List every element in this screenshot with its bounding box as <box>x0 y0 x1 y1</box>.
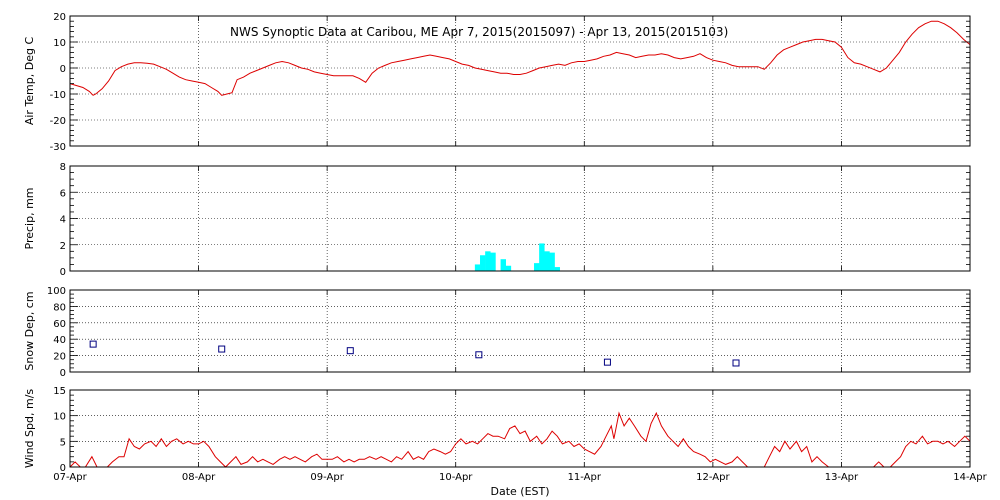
precip-bar <box>480 255 486 271</box>
snow-depth-point <box>89 340 97 348</box>
wind-speed-ytick-label: 10 <box>53 412 66 423</box>
x-tick-label: 11-Apr <box>568 472 602 483</box>
snow-depth-ytick-label: 100 <box>47 286 66 297</box>
x-tick-label: 10-Apr <box>439 472 473 483</box>
x-tick-label: 09-Apr <box>310 472 344 483</box>
precip-bar <box>485 251 491 271</box>
air-temp-ytick-label: 20 <box>53 12 66 23</box>
air-temp-ytick-label: 10 <box>53 38 66 49</box>
snow-depth-ytick-label: 60 <box>53 319 66 330</box>
precip-ytick-label: 8 <box>60 162 66 173</box>
snow-depth-point <box>475 351 483 359</box>
x-tick-label: 14-Apr <box>953 472 987 483</box>
wind-speed-ytick-label: 5 <box>60 437 66 448</box>
chart-title: NWS Synoptic Data at Caribou, ME Apr 7, … <box>230 25 728 39</box>
air-temp-ytick-label: -30 <box>50 142 66 153</box>
air-temp-frame <box>69 15 971 147</box>
snow-depth-panel: 0 20 40 60 80 100 Snow Dep, cm <box>23 286 971 379</box>
precip-ytick-label: 4 <box>60 215 66 226</box>
x-tick-label: 08-Apr <box>182 472 216 483</box>
precip-bar <box>544 251 550 271</box>
snow-depth-point <box>346 347 354 355</box>
precip-bar <box>490 252 496 271</box>
precip-bar <box>549 252 555 271</box>
snow-depth-frame <box>69 289 971 373</box>
snow-depth-y-axis-title: Snow Dep, cm <box>23 291 36 370</box>
precip-bar <box>554 267 560 271</box>
snow-depth-point <box>218 345 226 353</box>
air-temp-ytick-label: -20 <box>50 116 66 127</box>
snow-depth-ytick-label: 40 <box>53 335 66 346</box>
precip-ytick-label: 6 <box>60 188 66 199</box>
wind-speed-panel: 0 5 10 15 Wind Spd, m/s <box>23 386 971 474</box>
x-axis-title: Date (EST) <box>490 485 549 498</box>
precip-bar <box>539 243 545 271</box>
precip-bar <box>500 259 506 271</box>
precip-bar <box>534 263 540 271</box>
x-tick-label: 13-Apr <box>825 472 859 483</box>
precip-ytick-label: 0 <box>60 267 66 278</box>
snow-depth-ytick-label: 20 <box>53 352 66 363</box>
chart-panels: -30 -20 -10 0 10 20 Air Temp, Deg C 0 2 4 6 8 Precip… <box>23 12 971 474</box>
wind-speed-frame <box>69 389 971 468</box>
precip-y-axis-title: Precip, mm <box>23 188 36 250</box>
x-tick-label: 07-Apr <box>53 472 87 483</box>
snow-depth-point <box>603 358 611 366</box>
precip-bar <box>474 264 481 271</box>
wind-speed-series-line <box>69 411 971 468</box>
air-temp-ytick-label: -10 <box>50 90 66 101</box>
snow-depth-point <box>732 359 740 367</box>
wind-speed-y-axis-title: Wind Spd, m/s <box>23 389 36 469</box>
wind-speed-ytick-label: 15 <box>53 386 66 397</box>
precip-panel: 0 2 4 6 8 Precip, mm <box>23 162 971 278</box>
air-temp-y-axis-title: Air Temp, Deg C <box>23 37 36 126</box>
precip-frame <box>69 165 971 272</box>
snow-depth-ytick-label: 80 <box>53 302 66 313</box>
air-temp-panel: -30 -20 -10 0 10 20 Air Temp, Deg C <box>23 12 971 153</box>
air-temp-series-line <box>69 20 971 96</box>
precip-ytick-label: 2 <box>60 241 66 252</box>
precip-bar <box>505 265 512 271</box>
x-axis: 07-Apr 08-Apr 09-Apr 10-Apr 11-Apr 12-Apr 13-A… <box>53 472 987 483</box>
x-tick-label: 12-Apr <box>696 472 730 483</box>
wind-speed-ytick-label: 0 <box>60 463 66 474</box>
snow-depth-ytick-label: 0 <box>60 368 66 379</box>
air-temp-ytick-label: 0 <box>60 64 66 75</box>
